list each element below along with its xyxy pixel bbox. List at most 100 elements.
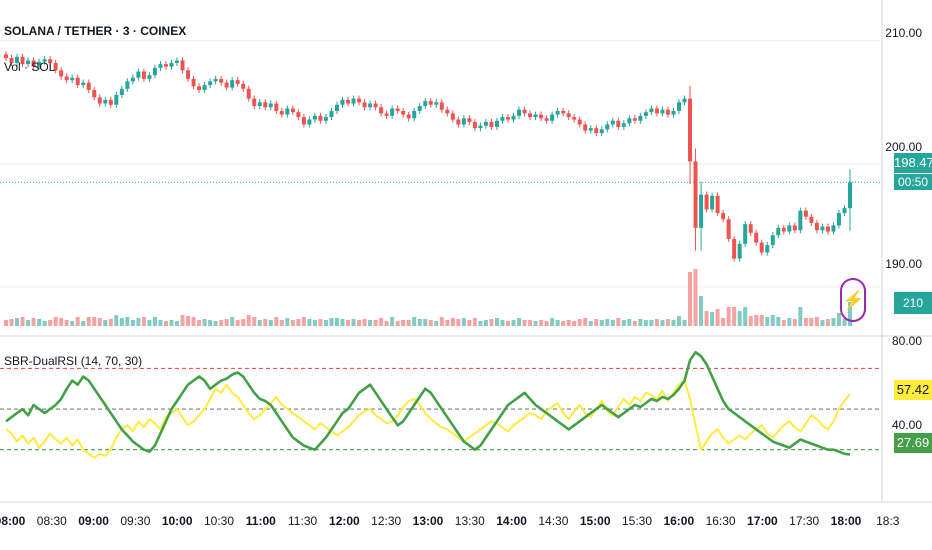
- volume-bar: [721, 318, 726, 326]
- volume-bar: [279, 320, 284, 326]
- rsi-slow-value-badge: 27.69: [894, 433, 932, 453]
- candle-body: [605, 124, 610, 130]
- candle-body: [152, 67, 157, 76]
- time-tick: 11:30: [288, 514, 318, 528]
- volume-bar: [119, 318, 124, 326]
- rsi-indicator-label[interactable]: SBR-DualRSI (14, 70, 30): [4, 354, 143, 368]
- candle-body: [9, 58, 14, 63]
- candle-body: [368, 103, 373, 108]
- volume-bar: [737, 311, 742, 326]
- candle-body: [208, 81, 213, 86]
- candle-body: [219, 78, 224, 83]
- candle-body: [64, 76, 69, 81]
- candle-body: [125, 81, 130, 89]
- candle-body: [660, 109, 665, 114]
- candle-body: [671, 110, 676, 115]
- candle-body: [665, 109, 670, 115]
- candle-body: [732, 238, 737, 259]
- lightning-icon[interactable]: ⚡: [840, 278, 866, 322]
- volume-bar: [224, 319, 229, 326]
- candle-body: [48, 59, 53, 63]
- time-tick: 16:00: [663, 514, 695, 528]
- candle-body: [230, 80, 235, 88]
- candle-body: [505, 117, 510, 120]
- volume-bar: [175, 321, 180, 326]
- volume-bar: [726, 307, 731, 326]
- volume-bar: [108, 319, 113, 326]
- candle-body: [186, 70, 191, 79]
- volume-bar: [15, 318, 20, 326]
- candle-body: [70, 77, 75, 81]
- volume-bar: [208, 320, 213, 326]
- volume-bar: [152, 317, 157, 326]
- candle-body: [836, 213, 841, 226]
- volume-bar: [478, 321, 483, 326]
- volume-bar: [544, 321, 549, 326]
- candle-body: [412, 110, 417, 119]
- volume-bar: [483, 320, 488, 326]
- candle-body: [676, 102, 681, 111]
- volume-bar: [246, 315, 251, 326]
- volume-bar: [699, 296, 704, 326]
- candle-body: [445, 109, 450, 114]
- volume-bar: [373, 320, 378, 326]
- volume-bar: [798, 307, 803, 326]
- candle-body: [577, 119, 582, 125]
- candle-body: [489, 122, 494, 127]
- candle-body: [776, 227, 781, 236]
- volume-bar: [825, 319, 830, 326]
- rsi-fast-value-badge: 57.42: [894, 380, 932, 400]
- candle-body: [42, 59, 47, 62]
- volume-bar: [743, 307, 748, 326]
- time-tick: 09:00: [78, 514, 109, 528]
- volume-bar: [555, 320, 560, 326]
- volume-bar: [197, 320, 202, 326]
- time-tick: 12:30: [371, 514, 402, 528]
- volume-bar: [213, 321, 218, 326]
- time-tick: 18:00: [830, 514, 862, 528]
- candle-body: [434, 102, 439, 105]
- candle-body: [555, 110, 560, 115]
- volume-bar: [787, 318, 792, 326]
- volume-bar: [26, 320, 31, 326]
- volume-bar: [649, 320, 654, 326]
- candle-body: [594, 128, 599, 134]
- candle-body: [373, 103, 378, 108]
- price-tick-190: 190.00: [885, 257, 922, 271]
- volume-bar: [417, 319, 422, 326]
- volume-bar: [274, 317, 279, 326]
- volume-bar: [445, 320, 450, 326]
- volume-label[interactable]: Vol · SOL: [4, 60, 56, 74]
- volume-bar: [621, 320, 626, 326]
- candle-body: [450, 113, 455, 120]
- candle-body: [307, 119, 312, 125]
- volume-bar: [53, 317, 58, 326]
- volume-bar: [42, 321, 47, 326]
- candle-body: [494, 120, 499, 127]
- last-price-badge: 198.47: [894, 153, 932, 173]
- candle-body: [213, 78, 218, 82]
- candle-body: [312, 115, 317, 120]
- candle-body: [26, 60, 31, 65]
- volume-bar: [147, 320, 152, 326]
- volume-bar: [268, 320, 273, 326]
- candle-body: [715, 195, 720, 214]
- symbol-title[interactable]: SOLANA / TETHER · 3 · COINEX: [4, 24, 187, 38]
- candle-body: [803, 210, 808, 217]
- volume-bar: [792, 319, 797, 326]
- volume-bar: [48, 320, 53, 326]
- volume-bar: [70, 321, 75, 326]
- volume-bar: [92, 317, 97, 326]
- time-tick: 14:00: [496, 514, 527, 528]
- volume-bar: [37, 319, 42, 326]
- volume-bar: [169, 320, 174, 326]
- candle-body: [842, 208, 847, 214]
- candle-body: [97, 97, 102, 104]
- candle-body: [765, 245, 770, 253]
- volume-bar: [566, 320, 571, 326]
- volume-bar: [340, 319, 345, 326]
- volume-bar: [97, 318, 102, 326]
- candle-body: [588, 128, 593, 131]
- candle-body: [241, 83, 246, 89]
